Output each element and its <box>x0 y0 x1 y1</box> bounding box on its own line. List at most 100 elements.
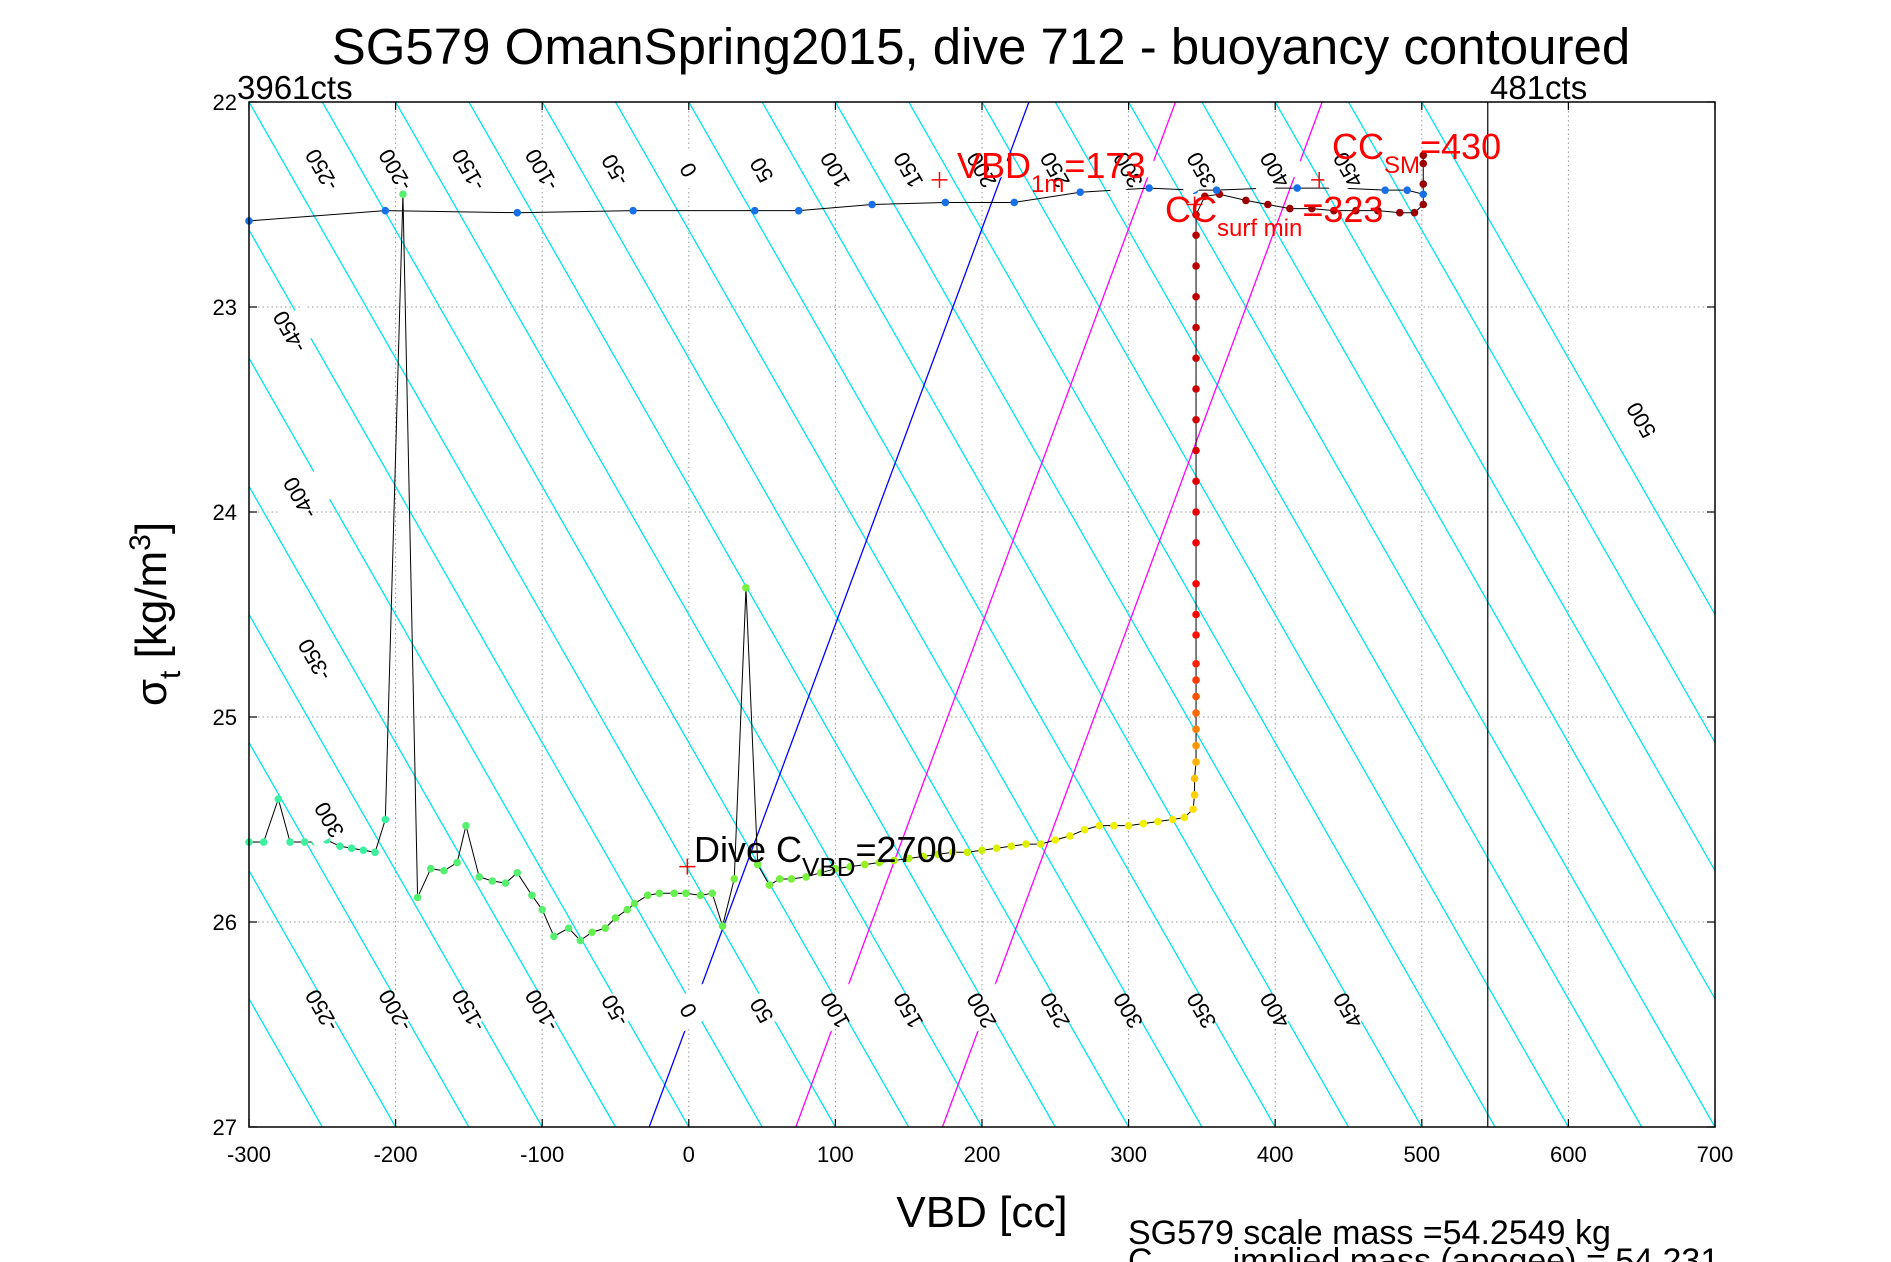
y-tick-label: 25 <box>213 705 237 730</box>
data-point <box>948 848 957 857</box>
contour-label-bg <box>804 983 866 1037</box>
data-point <box>513 208 522 217</box>
data-point <box>564 924 573 932</box>
annotation-ccsurfmin-main: CC <box>1165 189 1217 230</box>
data-point <box>868 200 876 209</box>
data-point <box>630 899 639 908</box>
data-point <box>440 866 448 875</box>
contour-line <box>688 102 1276 1127</box>
data-point <box>1330 206 1338 215</box>
contour-line <box>249 485 617 1127</box>
contour-line <box>908 102 1496 1127</box>
annotation-vbd1m-main: VBD <box>957 145 1031 186</box>
data-point <box>1192 610 1200 619</box>
data-point <box>1010 198 1019 207</box>
data-point <box>1180 813 1189 822</box>
footer-scale-mass: SG579 scale mass =54.2549 kg <box>1128 1214 1611 1252</box>
data-point <box>1190 774 1199 783</box>
reference-line <box>795 102 1177 1127</box>
plus-marker <box>679 858 696 875</box>
data-point <box>1192 538 1200 547</box>
contour-line <box>249 228 763 1127</box>
data-point <box>1192 262 1200 270</box>
data-points <box>245 151 1428 945</box>
contour-line <box>468 102 1056 1127</box>
reference-line <box>648 102 1030 1127</box>
annotation-ccsm-value: =430 <box>1420 126 1501 167</box>
annotation-ccsurfmin: CCsurf min=323 <box>1165 189 1383 242</box>
corner-left-label: 3961cts <box>237 69 353 106</box>
data-point <box>718 922 727 930</box>
data-point <box>875 858 884 867</box>
axis-ticks: -300 -200 -100 0 100 200 300 400 500 600 700 22 23 24… <box>213 90 1734 1167</box>
x-tick-label: 400 <box>1257 1142 1294 1167</box>
x-tick-label: 200 <box>964 1142 1001 1167</box>
data-point <box>846 862 854 871</box>
contour-label-bg <box>291 983 353 1037</box>
data-point <box>1192 385 1200 393</box>
data-point <box>588 928 596 937</box>
annotation-ccsurfmin-sub: surf min <box>1217 215 1302 242</box>
annotation-ccsm-main: CC <box>1332 126 1384 167</box>
plus-marker <box>931 171 948 188</box>
data-point <box>1201 192 1209 201</box>
annotation-vbd1m-sub: 1m <box>1031 171 1064 198</box>
data-point <box>475 873 483 881</box>
data-point <box>831 864 840 873</box>
data-point <box>963 848 972 857</box>
data-point <box>286 838 294 846</box>
data-point <box>696 891 705 900</box>
contour-line <box>541 102 1130 1127</box>
data-point <box>1192 415 1200 424</box>
data-point <box>1419 151 1428 160</box>
data-point <box>259 838 268 846</box>
data-point <box>765 881 774 889</box>
contour-line <box>321 102 910 1127</box>
data-point <box>274 795 283 803</box>
data-point <box>453 858 461 867</box>
contour-label-bg <box>878 142 940 197</box>
annotation-dive-main: Dive C <box>694 829 802 870</box>
y-axis-label-unit-sup: 3 <box>124 534 157 551</box>
data-point <box>1419 200 1428 209</box>
contour-label-bg <box>1171 142 1233 197</box>
contour-label-bg <box>584 142 647 197</box>
data-point <box>550 932 558 941</box>
data-point <box>381 206 390 215</box>
data-point <box>655 889 664 898</box>
data-point <box>1192 758 1200 766</box>
data-point <box>1374 206 1382 215</box>
data-point <box>1036 840 1045 848</box>
contour-label-bg <box>658 983 720 1037</box>
grid-layer <box>249 102 1715 1127</box>
contour-label-bg <box>1024 983 1086 1037</box>
y-tick-label: 27 <box>213 1115 237 1140</box>
data-point <box>336 842 344 850</box>
x-tick-label: 0 <box>683 1142 695 1167</box>
data-point <box>1396 208 1404 217</box>
data-point <box>1154 817 1162 826</box>
data-point <box>1168 815 1177 824</box>
data-point <box>1192 741 1200 750</box>
data-point <box>730 875 739 883</box>
data-point <box>528 891 536 900</box>
y-axis-label-sigma: σ <box>127 679 176 706</box>
data-point <box>1192 631 1200 639</box>
contour-label-bg <box>365 983 427 1037</box>
footer-implied-mass-c: C <box>1128 1242 1153 1262</box>
data-point <box>538 905 546 914</box>
data-point <box>426 864 435 873</box>
data-point <box>1293 184 1301 192</box>
x-tick-label: 300 <box>1110 1142 1147 1167</box>
data-point <box>347 844 356 852</box>
data-point <box>978 846 986 855</box>
data-point <box>462 821 470 830</box>
data-point <box>1419 190 1428 199</box>
data-point <box>359 846 368 855</box>
y-tick-label: 24 <box>213 500 237 525</box>
contour-label-bg <box>658 142 720 197</box>
data-point <box>750 206 759 215</box>
data-point <box>1192 508 1200 516</box>
